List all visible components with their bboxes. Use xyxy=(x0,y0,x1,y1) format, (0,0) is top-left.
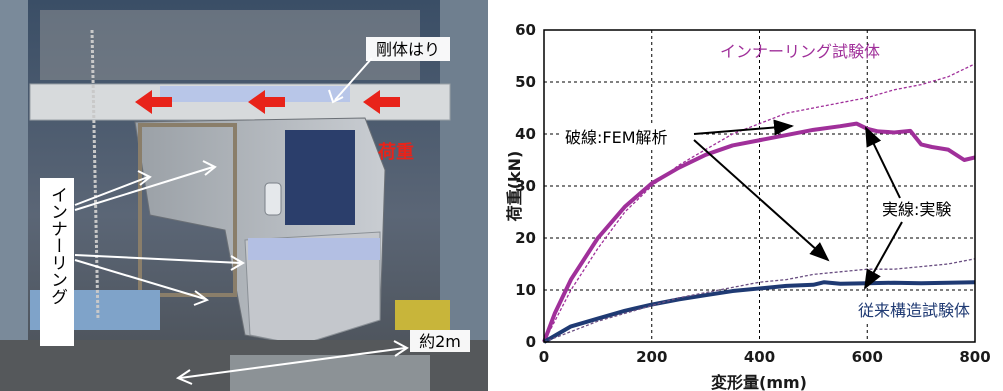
upper-truss xyxy=(40,10,420,80)
y-tick-label: 50 xyxy=(515,73,536,91)
dimension-label: 約2m xyxy=(419,332,461,351)
test-photo: 剛体はり 荷重 インナーリング 約2m xyxy=(0,0,488,391)
y-tick-label: 20 xyxy=(515,229,536,247)
experiment-label-box xyxy=(878,197,973,221)
series-line-1-solid xyxy=(542,121,976,343)
body-blue-strip xyxy=(248,238,380,260)
load-label: 荷重 xyxy=(378,141,414,163)
series-line-3-solid xyxy=(542,280,976,344)
beam-label-box xyxy=(366,37,450,61)
load-arrow-2 xyxy=(248,90,285,114)
y-tick-label: 0 xyxy=(526,333,536,351)
annotation-inner-ring-specimen: インナーリング試験体 xyxy=(720,42,880,61)
body-lower-panel xyxy=(244,231,381,346)
fem-label-box xyxy=(562,126,692,148)
x-axis-label: 変形量(mm) xyxy=(711,373,807,391)
series-line-4-dashed xyxy=(543,258,976,343)
y-axis-label: 荷重(kN) xyxy=(505,151,524,222)
hanging-chain xyxy=(90,29,100,321)
load-arrow-1 xyxy=(135,90,172,114)
x-tick-label: 200 xyxy=(636,348,667,366)
inner-ring-label-box xyxy=(40,178,74,346)
load-arrows xyxy=(135,90,400,114)
annotation-experiment-solid: 実線:実験 xyxy=(882,200,951,219)
conventional-label-box xyxy=(855,299,973,321)
door-window xyxy=(264,182,282,216)
annotation-fem-dashed: 破線:FEM解析 xyxy=(565,128,668,147)
yellow-equipment xyxy=(395,300,450,330)
x-tick-label: 0 xyxy=(539,348,549,366)
y-tick-label: 30 xyxy=(515,177,536,195)
x-tick-label: 600 xyxy=(852,348,883,366)
left-frame-column xyxy=(0,0,28,391)
y-tick-label: 40 xyxy=(515,125,536,143)
beam-label: 剛体はり xyxy=(376,40,440,59)
callout-arrows xyxy=(74,57,409,385)
dimension-label-box xyxy=(410,330,470,352)
window-opening xyxy=(285,130,355,225)
y-tick-label: 10 xyxy=(515,281,536,299)
left-cage xyxy=(138,123,237,297)
beam-blue-strip xyxy=(160,86,350,102)
annotation-conventional-specimen: 従来構造試験体 xyxy=(858,301,970,320)
base-block xyxy=(230,355,430,391)
x-tick-label: 400 xyxy=(744,348,775,366)
y-tick-label: 60 xyxy=(515,21,536,39)
annotation-arrows xyxy=(693,119,903,290)
x-tick-label: 800 xyxy=(959,348,990,366)
plot-frame xyxy=(543,29,976,343)
load-displacement-chart: 0 200 400 600 800 0 10 20 30 40 50 60 変形量(mm) 荷重(kN… xyxy=(488,0,1003,391)
tick-labels: 0 200 400 600 800 0 10 20 30 40 50 60 xyxy=(515,21,991,366)
inner-ring-label: インナーリング xyxy=(47,186,67,305)
load-arrow-3 xyxy=(363,90,400,114)
